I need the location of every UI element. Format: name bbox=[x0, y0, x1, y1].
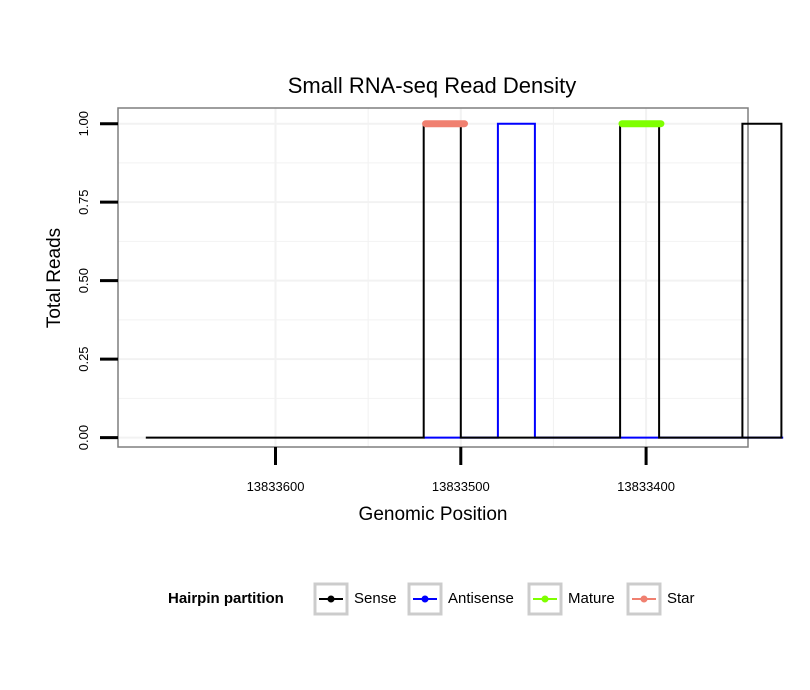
legend-label: Antisense bbox=[448, 590, 514, 607]
legend-key-dot bbox=[541, 595, 549, 603]
legend-title: Hairpin partition bbox=[168, 590, 284, 607]
x-axis-title: Genomic Position bbox=[359, 504, 508, 525]
y-tick-label: 0.75 bbox=[76, 190, 91, 215]
y-tick-label: 0.50 bbox=[76, 268, 91, 293]
legend-key-dot bbox=[640, 595, 648, 603]
axes: 0.00 0.25 0.50 0.75 1.00 13833600 13833500 1383… bbox=[76, 111, 675, 494]
legend-label: Sense bbox=[354, 590, 397, 607]
y-tick-label: 0.25 bbox=[76, 346, 91, 371]
legend: Hairpin partition Sense Antisense Mature St… bbox=[168, 582, 695, 616]
legend-label: Mature bbox=[568, 590, 615, 607]
x-tick-label: 13833500 bbox=[432, 479, 490, 494]
x-tick-label: 13833600 bbox=[247, 479, 305, 494]
legend-key-dot bbox=[421, 595, 429, 603]
plot-panel bbox=[117, 107, 749, 448]
legend-key-dot bbox=[327, 595, 335, 603]
y-tick-label: 1.00 bbox=[76, 111, 91, 136]
series-marks bbox=[145, 120, 784, 439]
chart-title: Small RNA-seq Read Density bbox=[288, 73, 577, 98]
x-tick-label: 13833400 bbox=[617, 479, 675, 494]
y-axis-title: Total Reads bbox=[44, 228, 65, 328]
y-tick-label: 0.00 bbox=[76, 425, 91, 450]
legend-label: Star bbox=[667, 590, 695, 607]
